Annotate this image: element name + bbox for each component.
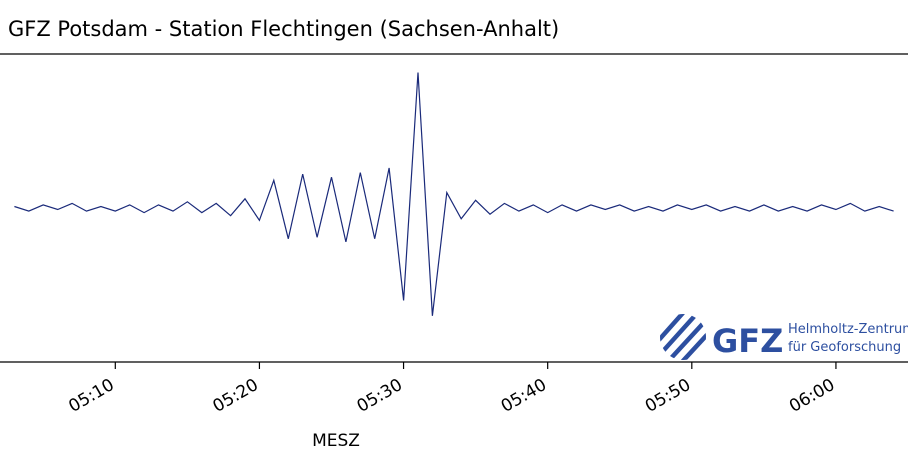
x-tick-label: 06:00	[786, 375, 838, 417]
seismogram-line	[14, 72, 894, 316]
logo: GFZ Helmholtz-Zentrum für Geoforschung	[660, 314, 908, 360]
chart-title: GFZ Potsdam - Station Flechtingen (Sachs…	[8, 17, 559, 41]
x-tick-label: 05:10	[65, 375, 117, 417]
x-tick-label: 05:40	[498, 375, 550, 417]
logo-text: Helmholtz-Zentrum	[788, 322, 908, 337]
x-tick-label: 05:20	[209, 375, 261, 417]
x-axis-label: MESZ	[312, 431, 360, 451]
x-tick-label: 05:50	[642, 375, 694, 417]
logo-text: für Geoforschung	[788, 340, 901, 355]
x-tick-label: 05:30	[354, 375, 406, 417]
logo-mark: GFZ	[712, 322, 783, 360]
